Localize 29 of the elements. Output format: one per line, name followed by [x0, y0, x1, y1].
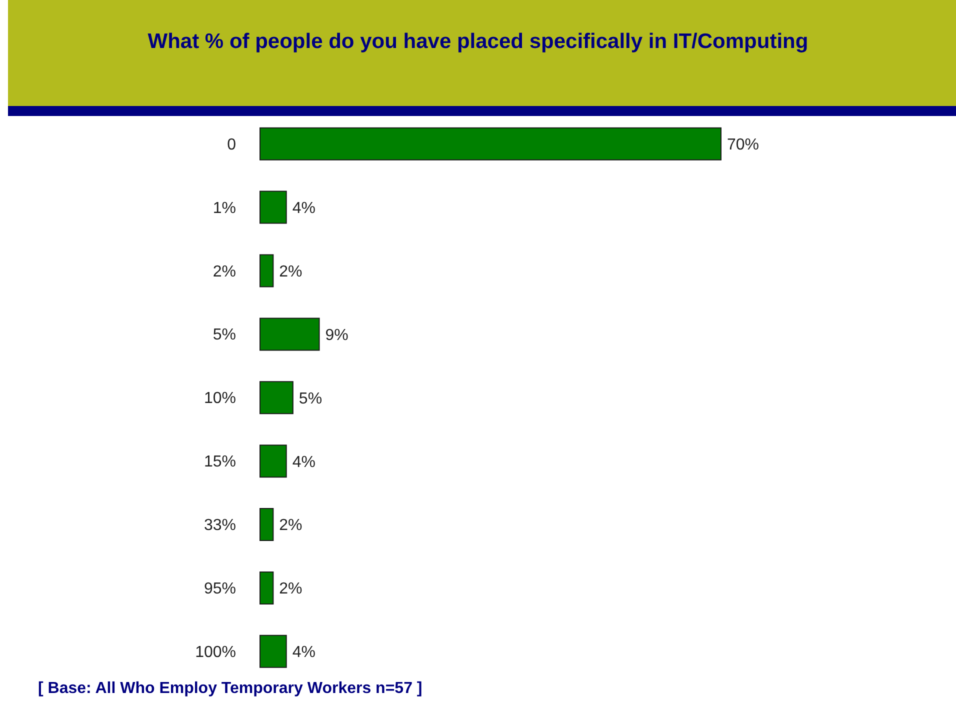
y-tick-label: 95%	[204, 580, 236, 598]
data-label: 4%	[292, 644, 316, 662]
bar	[260, 318, 320, 351]
chart-title: What % of people do you have placed specifically in IT/Computing	[146, 30, 810, 54]
bar	[260, 508, 274, 542]
data-label: 2%	[279, 263, 302, 280]
y-tick-label: 0	[227, 136, 236, 154]
y-tick-label: 100%	[195, 644, 236, 661]
y-tick-label: 5%	[212, 326, 236, 344]
annotation: [ Base: All Who Employ Temporary Workers n=57 ]	[38, 680, 422, 698]
data-label: 4%	[292, 454, 316, 471]
bar	[260, 254, 274, 288]
y-tick-label: 10%	[204, 390, 236, 408]
bar	[260, 634, 287, 668]
y-tick-label: 2%	[212, 263, 236, 280]
data-label: 5%	[298, 390, 322, 408]
bar	[260, 571, 274, 604]
y-tick-label: 1%	[212, 200, 236, 217]
data-label: 9%	[325, 326, 348, 344]
bar	[260, 381, 294, 414]
bar	[260, 127, 722, 160]
bar	[260, 444, 287, 478]
data-label: 4%	[292, 200, 316, 217]
y-tick-label: 15%	[204, 454, 236, 471]
y-tick-label: 33%	[204, 517, 236, 534]
data-label: 2%	[279, 580, 302, 598]
bar	[260, 190, 287, 224]
data-label: 70%	[727, 136, 760, 154]
data-label: 2%	[279, 517, 302, 534]
